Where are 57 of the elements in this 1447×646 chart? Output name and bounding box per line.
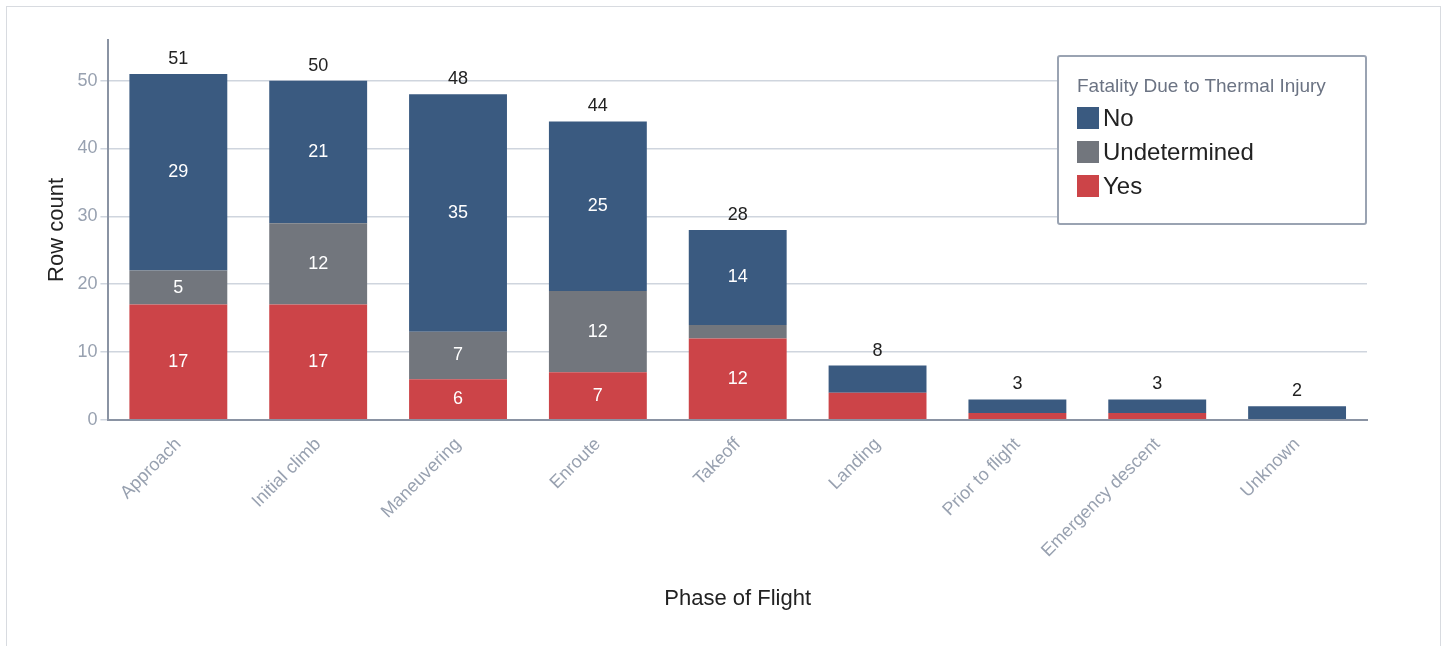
data-label: 12 xyxy=(308,252,329,273)
bar xyxy=(1108,399,1207,414)
bar xyxy=(968,413,1067,420)
data-label: 5 xyxy=(173,276,184,297)
bar xyxy=(409,331,507,380)
bar xyxy=(688,324,787,339)
bar xyxy=(409,94,507,332)
bar xyxy=(129,304,228,420)
total-label: 3 xyxy=(1152,373,1163,394)
data-label: 21 xyxy=(308,140,329,161)
bar xyxy=(269,223,368,305)
total-label: 28 xyxy=(727,203,748,224)
bar xyxy=(548,372,647,420)
total-label: 44 xyxy=(587,95,608,116)
data-label: 17 xyxy=(308,350,329,371)
bar xyxy=(828,392,927,420)
data-label: 29 xyxy=(168,161,189,182)
total-label: 8 xyxy=(872,339,883,360)
data-label: 7 xyxy=(592,384,603,405)
data-label: 6 xyxy=(453,388,464,409)
bar xyxy=(688,229,787,325)
y-tick-label: 0 xyxy=(87,408,98,429)
bar xyxy=(409,379,507,420)
data-label: 7 xyxy=(453,344,464,365)
bar xyxy=(688,338,787,420)
y-tick-label: 30 xyxy=(77,205,98,226)
total-label: 2 xyxy=(1292,380,1303,401)
y-tick-label: 40 xyxy=(77,137,98,158)
bar xyxy=(548,290,647,373)
data-label: 12 xyxy=(727,367,748,388)
bar xyxy=(828,365,927,393)
legend-title: Fatality Due to Thermal Injury xyxy=(1077,75,1327,97)
legend-label: Yes xyxy=(1103,172,1143,200)
data-label: 35 xyxy=(448,201,469,222)
legend-label: No xyxy=(1103,104,1134,132)
data-label: 12 xyxy=(587,320,608,341)
x-axis-title: Phase of Flight xyxy=(664,584,812,610)
bar xyxy=(269,304,368,420)
y-axis-title: Row count xyxy=(43,177,69,282)
y-tick-label: 10 xyxy=(77,340,98,361)
y-tick-label: 50 xyxy=(77,69,98,90)
total-label: 48 xyxy=(448,68,469,89)
bar xyxy=(968,399,1067,414)
bar xyxy=(129,73,228,271)
bar xyxy=(548,121,647,291)
bar xyxy=(1108,413,1207,420)
data-label: 14 xyxy=(727,266,748,287)
bar xyxy=(1248,406,1347,420)
data-label: 25 xyxy=(587,195,608,216)
total-label: 3 xyxy=(1012,373,1023,394)
bar xyxy=(129,270,228,305)
total-label: 50 xyxy=(308,54,329,75)
legend-label: Undetermined xyxy=(1103,138,1254,166)
total-label: 51 xyxy=(168,47,189,68)
y-tick-label: 20 xyxy=(77,273,98,294)
data-label: 17 xyxy=(168,350,189,371)
bar xyxy=(269,80,368,224)
